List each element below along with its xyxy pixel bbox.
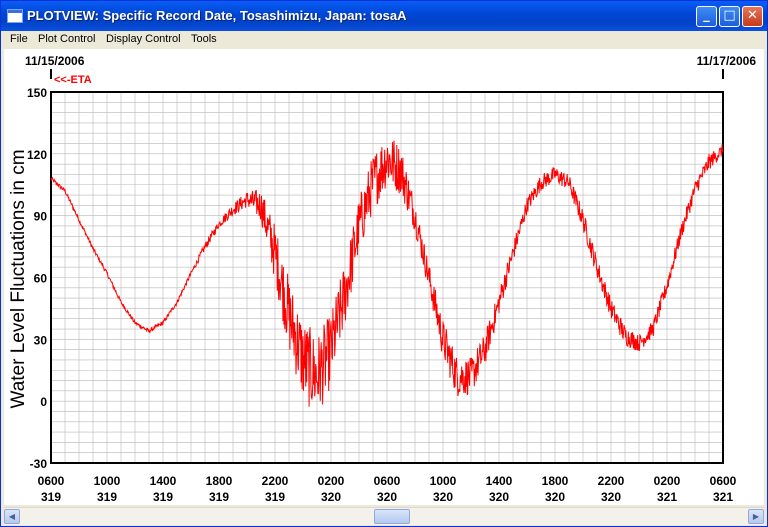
x-tick-day-label: 319 — [153, 490, 173, 504]
y-tick-label: 120 — [27, 148, 47, 162]
close-button[interactable]: ✕ — [742, 6, 763, 27]
y-tick-label: 60 — [34, 272, 48, 286]
y-tick-label: 0 — [40, 395, 47, 409]
water-level-chart: -30 0 30 60 90 120 150 0600 319 1000 319 1400 319 18… — [8, 54, 757, 504]
x-tick-time-label: 1800 — [542, 474, 569, 488]
x-tick-day-label: 321 — [657, 490, 677, 504]
y-tick-label: 90 — [34, 210, 48, 224]
x-tick-time-label: 2200 — [262, 474, 289, 488]
y-tick-label: -30 — [30, 457, 48, 471]
x-tick-time-label: 0600 — [710, 474, 737, 488]
scroll-right-button[interactable]: ▶ — [748, 509, 764, 524]
horizontal-scrollbar[interactable]: ◀ ▶ — [4, 507, 764, 525]
y-axis-label: Water Level Fluctuations in cm — [8, 149, 29, 408]
window-icon — [7, 9, 23, 23]
x-tick-day-label: 319 — [265, 490, 285, 504]
scroll-left-button[interactable]: ◀ — [4, 509, 20, 524]
x-tick-day-label: 320 — [377, 490, 397, 504]
plot-area[interactable]: -30 0 30 60 90 120 150 0600 319 1000 319 1400 319 18… — [4, 49, 764, 505]
menu-plot-control[interactable]: Plot Control — [38, 33, 96, 45]
water-level-series-line — [50, 140, 724, 407]
chart-grid — [50, 91, 724, 464]
x-tick-time-label: 1000 — [430, 474, 457, 488]
y-tick-labels: -30 0 30 60 90 120 150 — [27, 86, 47, 471]
minimize-button[interactable]: _ — [696, 6, 717, 27]
menu-bar: File Plot Control Display Control Tools — [1, 31, 767, 49]
x-tick-day-label: 319 — [41, 490, 61, 504]
scroll-thumb[interactable] — [374, 509, 410, 524]
x-tick-time-label: 1800 — [206, 474, 233, 488]
menu-file[interactable]: File — [10, 33, 28, 45]
x-tick-time-label: 1400 — [486, 474, 513, 488]
data-series-group — [50, 140, 724, 407]
x-tick-day-label: 319 — [209, 490, 229, 504]
end-date-label: 11/17/2006 — [697, 54, 757, 68]
start-date-label: 11/15/2006 — [25, 54, 85, 68]
x-tick-time-label: 1400 — [150, 474, 177, 488]
x-tick-time-label: 0600 — [38, 474, 65, 488]
x-tick-time-label: 2200 — [598, 474, 625, 488]
x-tick-day-label: 320 — [601, 490, 621, 504]
y-tick-label: 30 — [34, 333, 48, 347]
x-tick-day-label: 321 — [713, 490, 733, 504]
y-tick-label: 150 — [27, 86, 47, 100]
title-bar[interactable]: PLOTVIEW: Specific Record Date, Tosashim… — [1, 1, 767, 31]
x-tick-time-label: 1000 — [94, 474, 121, 488]
maximize-button[interactable]: □ — [719, 6, 740, 27]
menu-tools[interactable]: Tools — [191, 33, 217, 45]
x-tick-labels: 0600 319 1000 319 1400 319 1800 319 2200 319 0200 3… — [38, 474, 737, 504]
plot-frame — [50, 91, 724, 464]
x-tick-day-label: 320 — [489, 490, 509, 504]
x-tick-day-label: 319 — [97, 490, 117, 504]
menu-display-control[interactable]: Display Control — [106, 33, 181, 45]
x-tick-day-label: 320 — [545, 490, 565, 504]
window-title: PLOTVIEW: Specific Record Date, Tosashim… — [27, 8, 407, 23]
x-tick-day-label: 320 — [433, 490, 453, 504]
x-tick-time-label: 0200 — [318, 474, 345, 488]
x-tick-day-label: 320 — [321, 490, 341, 504]
x-tick-time-label: 0600 — [374, 474, 401, 488]
x-tick-time-label: 0200 — [654, 474, 681, 488]
eta-marker[interactable]: <<-ETA — [54, 74, 92, 86]
